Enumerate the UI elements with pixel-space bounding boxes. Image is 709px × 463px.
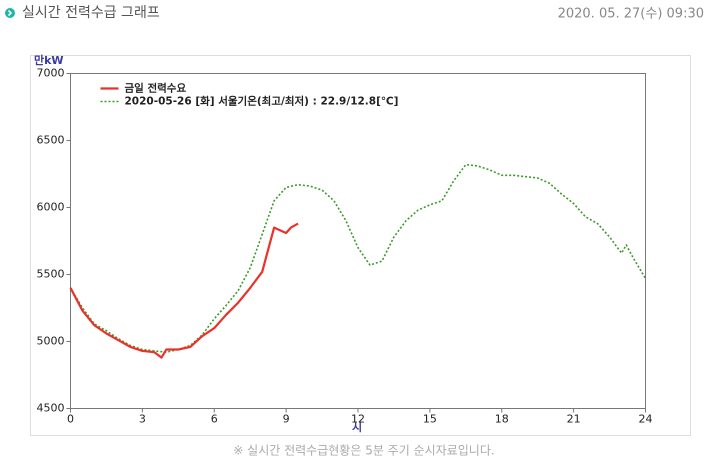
y-axis-label: 만kW — [34, 53, 64, 67]
x-tick-label: 9 — [283, 413, 290, 426]
footer-note: ※ 실시간 전력수급현황은 5분 주기 순시자료입니다. — [233, 444, 494, 458]
x-tick-label: 6 — [211, 413, 218, 426]
series-line — [69, 163, 647, 353]
chart-frame — [30, 55, 691, 436]
y-tick-label: 5000 — [37, 335, 65, 348]
x-tick-label: 0 — [67, 413, 74, 426]
x-tick-label: 21 — [567, 413, 581, 426]
x-tick-label: 12 — [351, 413, 365, 426]
legend-label: 금일 전력수요 — [125, 82, 187, 95]
y-tick-label: 6000 — [37, 201, 65, 214]
legend-label: 2020-05-26 [화] 서울기온(최고/최저) : 22.9/12.8[℃… — [125, 95, 399, 108]
x-axis-label: 시 — [352, 421, 362, 434]
x-tick-label: 24 — [639, 413, 653, 426]
x-tick-label: 3 — [139, 413, 146, 426]
y-tick-label: 7000 — [37, 67, 65, 80]
y-tick-label: 5500 — [37, 268, 65, 281]
y-tick-label: 4500 — [37, 402, 65, 415]
x-tick-label: 15 — [423, 413, 437, 426]
datetime: 2020. 05. 27(수) 09:30 — [558, 7, 704, 22]
y-tick-label: 6500 — [37, 134, 65, 147]
series-line — [69, 222, 299, 359]
x-tick-label: 18 — [495, 413, 509, 426]
page-title: 실시간 전력수급 그래프 — [22, 5, 160, 21]
plot-area — [70, 73, 646, 409]
title-icon-arrow — [7, 9, 13, 17]
